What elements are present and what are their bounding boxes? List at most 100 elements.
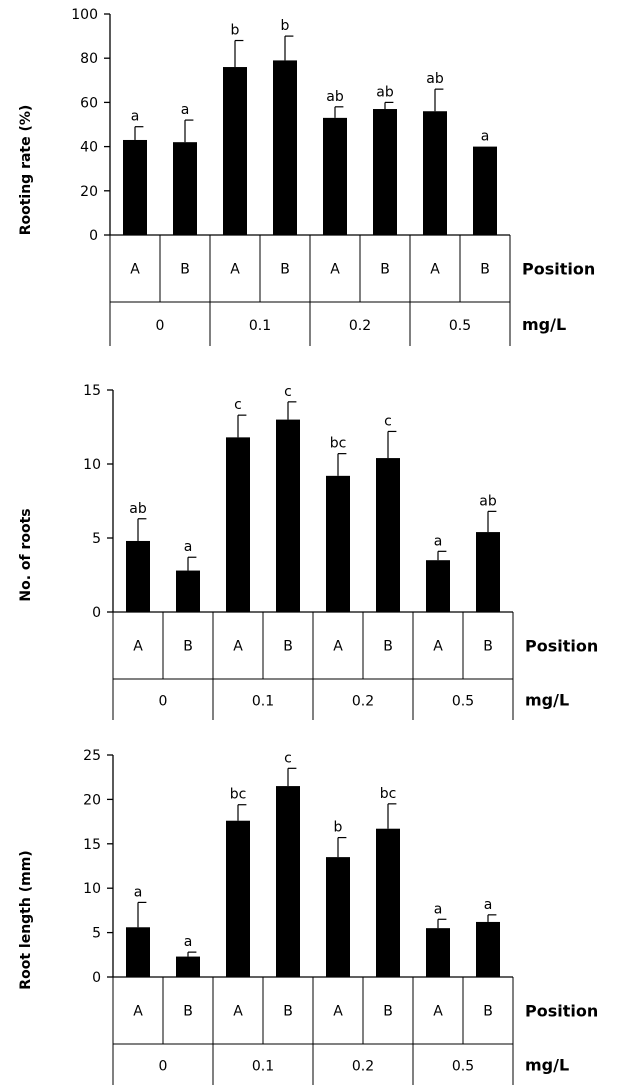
rooting-rate-panel: 0 20 40 60 80 100 Rooting rate (%) a Aa Bb Ab Bab Aa… — [18, 7, 595, 346]
significance-letter: a — [181, 102, 190, 118]
position-label: A — [330, 262, 340, 278]
bar — [476, 921, 500, 977]
y-axis-title: Root length (mm) — [18, 850, 34, 989]
bar — [376, 828, 400, 977]
position-label: B — [183, 639, 193, 655]
concentration-label: 0.1 — [249, 318, 271, 334]
y-tick-label: 60 — [80, 95, 98, 111]
position-row-title: Position — [525, 1002, 598, 1021]
position-label: A — [130, 262, 140, 278]
y-tick-label: 40 — [80, 140, 98, 156]
concentration-label: 0.2 — [352, 694, 374, 710]
y-tick-label: 0 — [92, 970, 101, 986]
position-label: B — [483, 639, 493, 655]
significance-letter: c — [234, 397, 242, 413]
significance-letter: a — [134, 884, 143, 900]
bar — [173, 142, 197, 235]
concentration-label: 0 — [156, 318, 165, 334]
bar — [323, 117, 347, 235]
concentration-label: 0 — [159, 1059, 168, 1075]
bar — [473, 146, 497, 235]
bar — [326, 857, 350, 977]
concentration-label: 0.2 — [349, 318, 371, 334]
significance-letter: ab — [479, 493, 497, 509]
concentration-label: 0.5 — [452, 1059, 474, 1075]
bar — [276, 786, 300, 977]
position-label: A — [433, 1004, 443, 1020]
y-tick-label: 0 — [92, 605, 101, 621]
bar — [426, 928, 450, 977]
concentration-row-title: mg/L — [525, 691, 569, 710]
y-tick-label: 5 — [92, 926, 101, 942]
position-label: A — [133, 639, 143, 655]
bar — [273, 60, 297, 235]
position-label: B — [383, 1004, 393, 1020]
y-tick-label: 100 — [71, 7, 98, 23]
position-label: B — [383, 639, 393, 655]
significance-letter: a — [481, 129, 490, 145]
position-label: B — [180, 262, 190, 278]
bar — [426, 560, 450, 612]
y-tick-label: 20 — [80, 184, 98, 200]
position-label: B — [380, 262, 390, 278]
position-label: A — [133, 1004, 143, 1020]
y-tick-label: 20 — [83, 792, 101, 808]
significance-letter: b — [334, 820, 343, 836]
significance-letter: bc — [380, 786, 397, 802]
position-row-title: Position — [522, 260, 595, 279]
y-tick-label: 80 — [80, 51, 98, 67]
significance-letter: c — [284, 384, 292, 400]
position-label: A — [230, 262, 240, 278]
concentration-row-title: mg/L — [522, 315, 566, 334]
y-axis-title: No. of roots — [18, 508, 34, 601]
concentration-label: 0.5 — [452, 694, 474, 710]
position-label: B — [283, 639, 293, 655]
significance-letter: a — [131, 109, 140, 125]
significance-letter: a — [434, 901, 443, 917]
significance-letter: bc — [330, 436, 347, 452]
significance-letter: a — [184, 934, 193, 950]
bar — [373, 109, 397, 235]
significance-letter: a — [484, 897, 493, 913]
significance-letter: b — [281, 18, 290, 34]
bar — [376, 458, 400, 612]
bar — [176, 956, 200, 977]
position-label: A — [233, 1004, 243, 1020]
y-tick-label: 10 — [83, 457, 101, 473]
y-tick-label: 15 — [83, 837, 101, 853]
bar — [226, 437, 250, 612]
position-label: B — [480, 262, 490, 278]
y-tick-label: 5 — [92, 531, 101, 547]
significance-letter: ab — [326, 89, 344, 105]
concentration-label: 0.2 — [352, 1059, 374, 1075]
position-label: B — [283, 1004, 293, 1020]
bar — [176, 570, 200, 612]
significance-letter: ab — [376, 84, 394, 100]
significance-letter: ab — [129, 501, 147, 517]
position-label: A — [433, 639, 443, 655]
bar — [123, 139, 147, 235]
significance-letter: bc — [230, 787, 247, 803]
concentration-label: 0.5 — [449, 318, 471, 334]
bar — [276, 419, 300, 612]
position-row-title: Position — [525, 637, 598, 656]
bar — [223, 67, 247, 235]
concentration-label: 0.1 — [252, 1059, 274, 1075]
y-tick-label: 10 — [83, 881, 101, 897]
y-tick-label: 15 — [83, 383, 101, 399]
position-label: A — [430, 262, 440, 278]
position-label: B — [183, 1004, 193, 1020]
significance-letter: a — [184, 539, 193, 555]
position-label: A — [233, 639, 243, 655]
bar — [226, 820, 250, 977]
position-label: A — [333, 639, 343, 655]
position-label: B — [483, 1004, 493, 1020]
concentration-label: 0.1 — [252, 694, 274, 710]
significance-letter: c — [284, 750, 292, 766]
y-tick-label: 25 — [83, 748, 101, 764]
significance-letter: ab — [426, 71, 444, 87]
y-axis-title: Rooting rate (%) — [18, 105, 34, 236]
bar — [423, 111, 447, 235]
concentration-row-title: mg/L — [525, 1056, 569, 1075]
